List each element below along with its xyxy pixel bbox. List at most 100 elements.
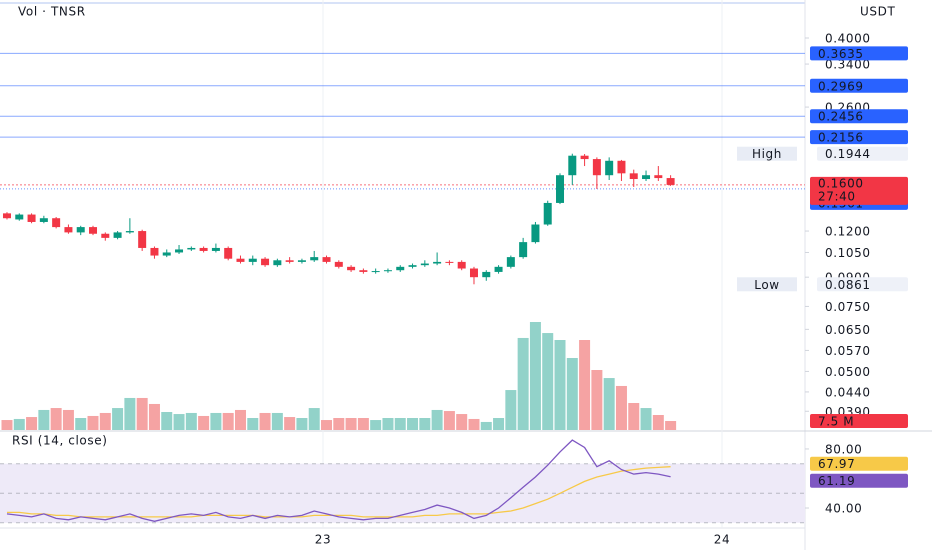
rsi-line: [6, 439, 671, 522]
volume-title: Vol · TNSR: [18, 5, 86, 19]
volume-bar: [407, 418, 419, 430]
volume-bar: [566, 358, 578, 430]
candle-body: [592, 159, 601, 176]
rsi-last-value: 61.19: [818, 474, 855, 488]
volume-bar: [148, 403, 160, 430]
candle-body: [113, 232, 122, 238]
candle-body: [396, 266, 405, 271]
volume-bar: [345, 418, 357, 430]
session_low-value-box: [817, 277, 908, 292]
volume-bar: [554, 340, 566, 430]
candle-body: [297, 260, 306, 262]
volume-bar: [198, 415, 210, 430]
candle-body: [138, 231, 147, 248]
candle-body: [89, 227, 98, 234]
last-price-box: [810, 176, 908, 205]
y-tick-label: 0.0650: [825, 323, 871, 337]
candle-body: [27, 214, 36, 222]
candle-body: [519, 242, 528, 258]
session_low-name-box: [737, 277, 797, 292]
candle-body: [629, 173, 638, 180]
y-tick-label: 0.1050: [825, 246, 871, 260]
candle-body: [175, 249, 184, 253]
session_low-name: Low: [754, 278, 779, 292]
candle-body: [666, 178, 675, 185]
candle-body: [359, 270, 368, 272]
volume-bar: [370, 420, 382, 430]
candle-body: [445, 261, 454, 263]
candle-body: [494, 266, 503, 272]
candle-body: [236, 258, 245, 262]
volume-bar: [419, 418, 431, 430]
volume-bar: [234, 409, 246, 430]
volume-bar: [542, 333, 554, 430]
candle-body: [568, 155, 577, 176]
volume-bar: [628, 403, 640, 430]
candle-body: [408, 265, 417, 267]
volume-bar: [652, 415, 664, 430]
volume-bar: [456, 414, 468, 430]
volume-bar: [394, 418, 406, 430]
rsi-title: RSI (14, close): [12, 434, 107, 448]
candle-body: [654, 175, 663, 179]
candle-body: [457, 261, 466, 269]
y-tick-label: 0.0570: [825, 344, 871, 358]
y-tick-label: 0.4000: [825, 32, 871, 46]
price-axis-unit: USDT: [860, 5, 895, 19]
volume-bar: [480, 421, 492, 430]
candle-body: [15, 214, 24, 220]
last-price-label: 0.1600: [818, 176, 864, 190]
volume-bar: [50, 408, 62, 430]
volume-bar: [185, 412, 197, 430]
volume-bar: [443, 411, 455, 430]
volume-bar: [13, 418, 25, 430]
price-line-label: 0.2969: [818, 79, 864, 93]
countdown: 27:40: [818, 189, 856, 203]
candle-body: [469, 268, 478, 278]
volume-bar: [665, 421, 677, 430]
rsi-last-value-box: [810, 456, 908, 471]
candle-body: [347, 266, 356, 271]
volume-bar: [603, 378, 615, 430]
volume-bar: [615, 385, 627, 430]
volume-bar: [505, 390, 517, 430]
volume-bar: [579, 340, 591, 430]
candle-body: [162, 252, 171, 256]
volume-bar: [321, 420, 333, 430]
candle-body: [52, 218, 61, 228]
volume-bar: [468, 418, 480, 430]
y-tick-label: 80.00: [825, 442, 862, 456]
candle-body: [371, 271, 380, 273]
candle-body: [76, 227, 85, 233]
y-tick-label: 0.1200: [825, 225, 871, 239]
candle-body: [642, 175, 651, 180]
volume-bar: [640, 408, 652, 430]
candle-body: [101, 233, 110, 238]
y-tick-label: 0.0440: [825, 385, 871, 399]
volume-bar: [99, 412, 111, 430]
candle-body: [310, 257, 319, 261]
volume-bar: [87, 415, 99, 430]
y-tick-label: 0.3400: [825, 58, 871, 72]
price-line-label-box: [810, 78, 908, 93]
volume-label: 7.5 M: [818, 415, 854, 429]
volume-bar: [124, 397, 136, 430]
volume-bar: [529, 322, 541, 430]
candle-body: [273, 260, 282, 266]
candle-body: [285, 260, 294, 262]
candle-body: [322, 257, 331, 262]
volume-bar: [493, 418, 505, 430]
volume-bar: [173, 414, 185, 430]
volume-bar: [247, 418, 259, 430]
volume-bar: [382, 418, 394, 430]
candle-body: [617, 160, 626, 174]
volume-bar: [271, 412, 283, 430]
x-tick-label: 24: [714, 533, 730, 547]
rsi-last-value-box: [810, 473, 908, 488]
y-tick-label: 0.0500: [825, 365, 871, 379]
volume-label-box: [810, 414, 908, 428]
volume-bar: [259, 412, 271, 430]
price-line-label: 0.3635: [818, 47, 864, 61]
